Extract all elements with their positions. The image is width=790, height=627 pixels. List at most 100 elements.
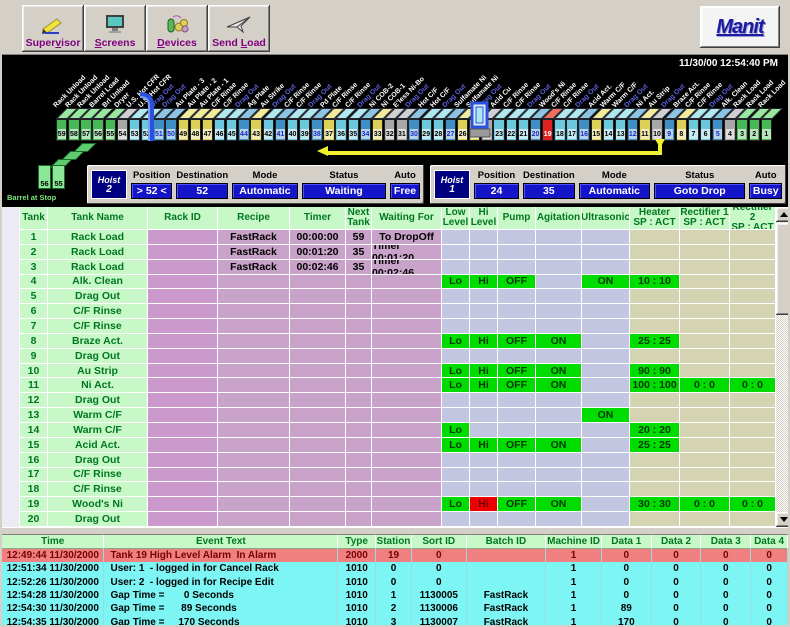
tank-cell-value (346, 333, 372, 349)
tank-cell-57[interactable]: 57 (80, 119, 92, 141)
barrel-stop-cell-56[interactable]: 56 (38, 165, 51, 189)
tank-cell-value: Wood's Ni (48, 497, 148, 513)
tank-cell-33[interactable]: 33 (371, 119, 384, 141)
tank-cell-47[interactable]: 47 (201, 119, 214, 141)
tank-cell-1[interactable]: 1 (760, 119, 773, 141)
tank-cell-14[interactable]: 14 (602, 119, 615, 141)
manit-logo-button[interactable]: Manit (700, 6, 780, 48)
event-cell: 0 (751, 575, 788, 589)
event-column-data-1: Data 1 (601, 535, 652, 549)
toolbar-button-devices[interactable]: Devices (146, 5, 208, 52)
tank-cell-38[interactable]: 38 (311, 119, 323, 141)
tank-cell-50[interactable]: 50 (165, 119, 177, 141)
tank-cell-55[interactable]: 55 (104, 119, 116, 141)
event-cell: 1 (546, 549, 602, 563)
tank-cell-22[interactable]: 22 (505, 119, 517, 141)
tank-cell-32[interactable]: 32 (384, 119, 396, 141)
tank-cell-value (148, 259, 218, 275)
tank-cell-58[interactable]: 58 (68, 119, 80, 141)
tank-cell-value (680, 244, 730, 260)
tank-cell-value (218, 512, 290, 527)
tank-cell-39[interactable]: 39 (299, 119, 311, 141)
tank-cell-40[interactable]: 40 (286, 119, 299, 141)
tank-cell-44[interactable]: 44 (238, 119, 250, 141)
tank-cell-number: 13 (616, 129, 625, 139)
tank-cell-37[interactable]: 37 (323, 119, 335, 141)
tank-cell-20[interactable]: 20 (529, 119, 542, 141)
tank-cell-number: 27 (446, 129, 455, 139)
tank-cell-value (536, 452, 582, 468)
tank-cell-29[interactable]: 29 (420, 119, 432, 141)
tank-cell-30[interactable]: 30 (408, 119, 420, 141)
tank-cell-3[interactable]: 3 (736, 119, 748, 141)
scroll-up-button[interactable] (776, 207, 788, 222)
event-cell (466, 562, 547, 576)
toolbar-button-send-load[interactable]: Send Load (208, 5, 270, 52)
tank-cell-46[interactable]: 46 (213, 119, 226, 141)
tank-cell-17[interactable]: 17 (566, 119, 578, 141)
tank-cell-23[interactable]: 23 (493, 119, 505, 141)
tank-cell-56[interactable]: 56 (92, 119, 104, 141)
tank-cell-13[interactable]: 13 (614, 119, 627, 141)
tank-cell-2[interactable]: 2 (748, 119, 760, 141)
tank-cell-16[interactable]: 16 (578, 119, 590, 141)
tank-cell-value (290, 482, 346, 498)
tank-cell-42[interactable]: 42 (262, 119, 274, 141)
tank-cell-9[interactable]: 9 (663, 119, 675, 141)
tank-cell-value: Hi (470, 333, 498, 349)
tank-cell-value (730, 274, 776, 290)
tank-cell-value (372, 393, 442, 409)
tank-row-10: 10 Au Strip Lo Hi OFF ON 90 : 90 (2, 363, 776, 379)
tank-row-15: 15 Acid Act. Lo Hi OFF ON 25 : 25 (2, 437, 776, 453)
tank-cell-49[interactable]: 49 (177, 119, 189, 141)
tank-cell-28[interactable]: 28 (432, 119, 445, 141)
scroll-down-button[interactable] (776, 512, 788, 527)
barrel-stop-cell-55[interactable]: 55 (52, 165, 65, 189)
tank-cell-value (536, 422, 582, 438)
tank-cell-4[interactable]: 4 (724, 119, 736, 141)
event-column-machine-id: Machine ID (546, 535, 602, 549)
tank-cell-48[interactable]: 48 (189, 119, 202, 141)
tank-cell-6[interactable]: 6 (699, 119, 712, 141)
tank-cell-11[interactable]: 11 (639, 119, 651, 141)
scrollbar-thumb[interactable] (776, 223, 788, 315)
tank-cell-59[interactable]: 59 (56, 119, 68, 141)
tank-cell-34[interactable]: 34 (359, 119, 372, 141)
tank-cell-7[interactable]: 7 (687, 119, 700, 141)
tank-cell-value (148, 348, 218, 364)
tank-cell-15[interactable]: 15 (590, 119, 602, 141)
tank-cell-value (730, 393, 776, 409)
tank-cell-54[interactable]: 54 (116, 119, 129, 141)
tank-cell-26[interactable]: 26 (456, 119, 469, 141)
event-cell: 0 (411, 549, 467, 563)
tank-cell-21[interactable]: 21 (517, 119, 530, 141)
tank-cell-12[interactable]: 12 (627, 119, 639, 141)
tank-table-scrollbar[interactable] (776, 207, 788, 527)
tank-cell-10[interactable]: 10 (651, 119, 663, 141)
tank-cell-value (290, 422, 346, 438)
tank-cell-45[interactable]: 45 (226, 119, 238, 141)
tank-cell-value (218, 304, 290, 320)
tank-cell-53[interactable]: 53 (128, 119, 141, 141)
tank-cell-5[interactable]: 5 (712, 119, 724, 141)
tank-cell-36[interactable]: 36 (335, 119, 347, 141)
tank-cell-19[interactable]: 19 (542, 119, 554, 141)
tank-cell-value (442, 482, 470, 498)
tank-cell-value (290, 452, 346, 468)
table-left-gutter (2, 408, 20, 423)
tank-cell-value (148, 230, 218, 245)
tank-cell-value (680, 422, 730, 438)
tank-cell-8[interactable]: 8 (675, 119, 688, 141)
tank-cell-18[interactable]: 18 (554, 119, 566, 141)
tank-cell-value (536, 348, 582, 364)
tank-cell-41[interactable]: 41 (274, 119, 287, 141)
tank-cell-43[interactable]: 43 (250, 119, 262, 141)
toolbar-button-supervisor[interactable]: Supervisor (22, 5, 84, 52)
tank-cell-31[interactable]: 31 (396, 119, 408, 141)
tank-cell-35[interactable]: 35 (347, 119, 359, 141)
tank-cell-value (630, 393, 680, 409)
toolbar-button-screens[interactable]: Screens (84, 5, 146, 52)
tank-cell-27[interactable]: 27 (444, 119, 457, 141)
tank-row-7: 7 C/F Rinse (2, 319, 776, 334)
column-header-rectifier-2: Rectifier 2 SP : ACT (730, 207, 776, 230)
